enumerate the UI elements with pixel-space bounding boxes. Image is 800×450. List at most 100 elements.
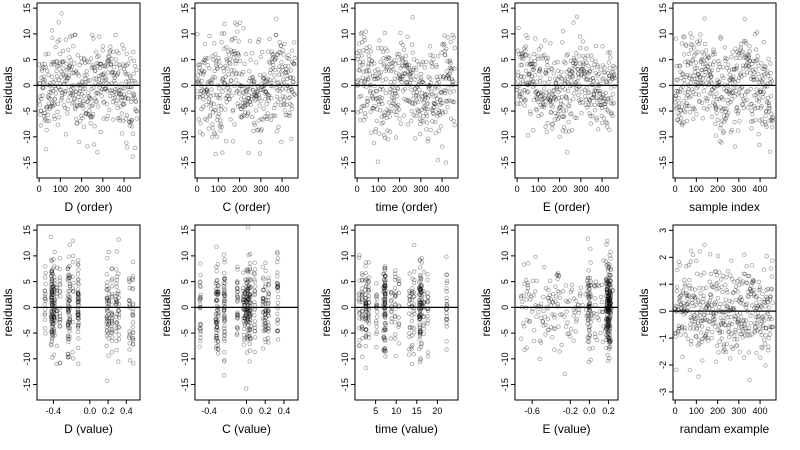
- data-point: [420, 95, 425, 100]
- data-point: [51, 352, 57, 357]
- data-point: [367, 72, 372, 77]
- data-point: [702, 73, 707, 78]
- data-point: [79, 60, 84, 65]
- data-point: [752, 77, 757, 82]
- data-point: [587, 111, 592, 116]
- data-point: [717, 64, 722, 70]
- data-point: [605, 309, 610, 314]
- data-point: [41, 65, 46, 70]
- data-point: [106, 353, 111, 358]
- data-point: [733, 67, 738, 72]
- data-point: [605, 324, 610, 329]
- data-point: [116, 295, 121, 300]
- data-point: [691, 326, 696, 331]
- data-point: [222, 271, 227, 276]
- data-point: [445, 73, 450, 79]
- data-point: [752, 31, 758, 37]
- data-point: [607, 326, 612, 331]
- x-tick-label: 300: [253, 184, 268, 194]
- data-point: [587, 328, 592, 333]
- data-point: [569, 287, 575, 292]
- data-point: [746, 52, 751, 58]
- data-point: [607, 291, 613, 297]
- data-point: [718, 122, 724, 127]
- data-point: [687, 326, 693, 331]
- data-point: [677, 325, 682, 330]
- data-point: [688, 342, 694, 347]
- data-point: [382, 264, 388, 269]
- data-point: [765, 84, 770, 89]
- data-point: [279, 82, 285, 87]
- data-point: [526, 89, 531, 94]
- data-point: [575, 67, 580, 72]
- data-point: [65, 106, 70, 112]
- data-point: [382, 314, 388, 319]
- data-point: [517, 101, 523, 106]
- data-point: [358, 31, 363, 36]
- data-point: [607, 296, 612, 301]
- data-point: [451, 78, 456, 84]
- data-point: [235, 295, 241, 300]
- data-point: [548, 41, 553, 46]
- data-point: [43, 281, 48, 287]
- data-point: [363, 270, 368, 276]
- data-point: [272, 57, 277, 62]
- data-point: [52, 297, 57, 303]
- data-point: [445, 278, 450, 283]
- data-point: [743, 302, 748, 308]
- data-point: [260, 302, 266, 307]
- data-point: [523, 44, 528, 49]
- data-point: [741, 317, 747, 323]
- data-point: [116, 51, 121, 56]
- data-point: [258, 139, 263, 145]
- data-point: [234, 293, 240, 298]
- data-point: [604, 317, 609, 322]
- data-point: [54, 285, 59, 290]
- data-point: [405, 63, 410, 68]
- data-point: [681, 34, 686, 39]
- data-point: [717, 79, 722, 84]
- data-point: [102, 86, 108, 91]
- data-point: [608, 302, 613, 307]
- data-point: [106, 59, 111, 64]
- data-point: [250, 75, 255, 81]
- data-point: [77, 89, 83, 94]
- data-point: [109, 319, 115, 324]
- y-tick-label: -5: [22, 329, 32, 337]
- y-tick-label: -5: [22, 107, 32, 115]
- data-point: [555, 117, 560, 122]
- data-point: [555, 302, 560, 307]
- data-point: [732, 337, 737, 342]
- data-point: [755, 57, 760, 62]
- data-point: [381, 278, 387, 283]
- data-point: [760, 314, 765, 319]
- data-point: [676, 259, 681, 264]
- data-point: [541, 101, 546, 106]
- data-point: [608, 111, 614, 117]
- data-point: [242, 103, 247, 108]
- data-point: [41, 79, 47, 85]
- data-point: [576, 302, 581, 307]
- data-point: [51, 287, 56, 292]
- data-point: [729, 97, 734, 102]
- data-point: [366, 313, 371, 318]
- data-point: [356, 298, 361, 303]
- data-point: [363, 300, 369, 306]
- data-point: [292, 55, 297, 61]
- data-point: [383, 302, 388, 308]
- data-point: [50, 292, 56, 297]
- data-point: [606, 322, 611, 328]
- data-point: [65, 75, 70, 81]
- data-point: [546, 68, 551, 73]
- data-point: [711, 47, 716, 52]
- data-point: [363, 111, 368, 116]
- data-point: [758, 321, 763, 327]
- data-point: [215, 298, 220, 303]
- data-point: [712, 317, 717, 322]
- data-point: [582, 71, 587, 76]
- data-point: [604, 322, 609, 328]
- x-tick-label: 0.2: [259, 406, 272, 416]
- data-point: [604, 79, 609, 84]
- data-point: [419, 260, 425, 265]
- data-point: [417, 330, 423, 335]
